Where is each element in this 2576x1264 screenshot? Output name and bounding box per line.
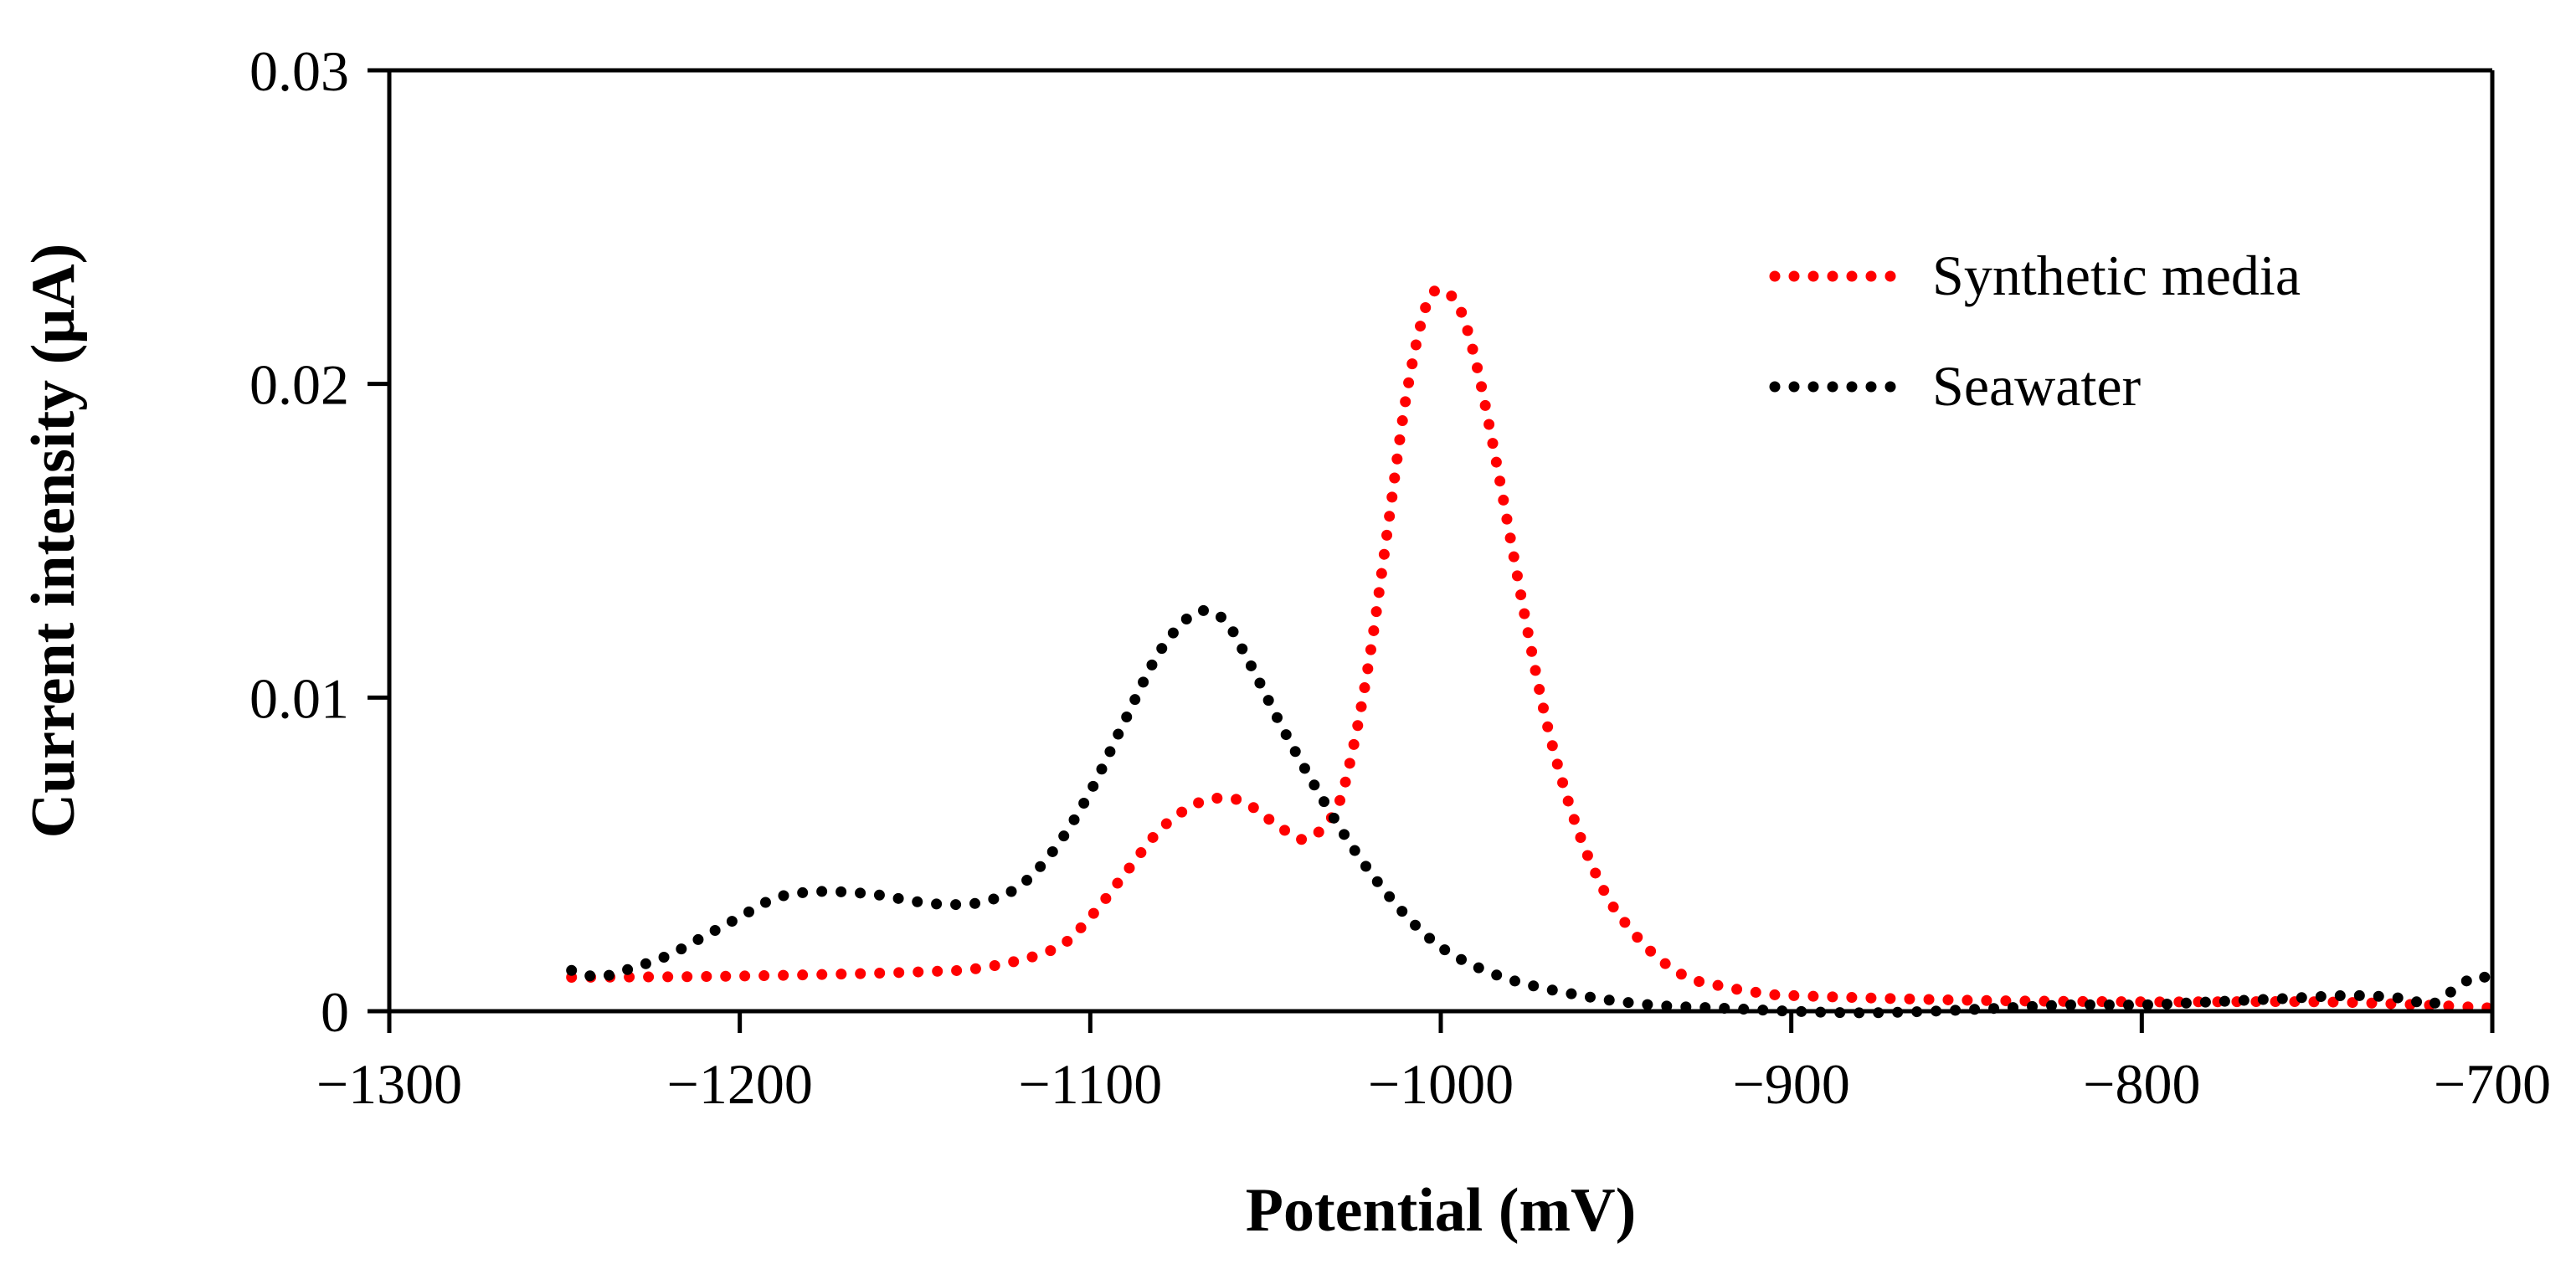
series-line-synthetic-media — [566, 284, 2498, 1014]
x-tick-label: −800 — [2083, 1052, 2200, 1116]
series-line-seawater — [566, 604, 2498, 1019]
legend-label: Seawater — [1932, 354, 2142, 418]
axes-layer — [387, 68, 2495, 1014]
y-tick-label: 0.03 — [249, 39, 349, 103]
x-tick-label: −1300 — [316, 1052, 462, 1116]
x-axis-title: Potential (mV) — [1246, 1176, 1636, 1245]
x-tick-label: −900 — [1732, 1052, 1849, 1116]
legend: Synthetic media Seawater — [1769, 244, 2301, 418]
y-axis-title: Current intensity (μA) — [19, 244, 88, 839]
x-tick-label: −1200 — [666, 1052, 812, 1116]
legend-label: Synthetic media — [1932, 244, 2301, 307]
x-tick-label: −700 — [2434, 1052, 2551, 1116]
y-tick-label: 0 — [321, 980, 349, 1044]
ticks-layer: −1300 −1200 −1100 −1000 −900 −800 −700 0 0.01 0.0… — [249, 39, 2551, 1116]
x-tick-label: −1000 — [1368, 1052, 1514, 1116]
y-tick-label: 0.02 — [249, 353, 349, 417]
y-tick-label: 0.01 — [249, 666, 349, 730]
series-layer — [566, 284, 2498, 1019]
x-tick-label: −1100 — [1018, 1052, 1162, 1116]
